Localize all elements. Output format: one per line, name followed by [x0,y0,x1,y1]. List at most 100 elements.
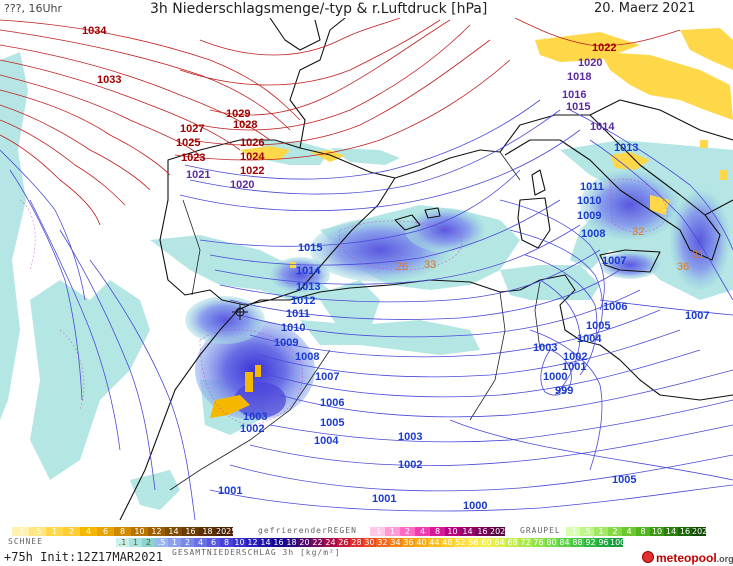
legend-swatch: 14 [165,527,182,536]
legend-swatch: 18 [199,527,216,536]
legend-swatch: 8 [114,527,131,536]
isobar-label: 1027 [180,123,205,135]
legend-swatch: 96 [597,538,610,547]
legend-swatch: 1 [168,538,181,547]
isobar-label: 1014 [590,121,615,133]
isobar-label: 1011 [580,181,604,193]
legend-swatch: 92 [584,538,597,547]
brand-name: meteopool [656,551,717,565]
precip-dashed-contours [19,178,669,426]
isobar-label: 1003 [243,411,268,423]
isobar-label: 1034 [82,25,107,37]
isobar-label: 1007 [602,255,627,267]
isobar-label: 1008 [295,351,320,363]
low-center-marker [232,304,248,320]
precip-amount-label: 31 [692,249,705,261]
legend-swatch: 30 [363,538,376,547]
legend-swatch: 2 [400,527,415,536]
isobars-high [0,18,681,226]
isobar-label: 1003 [398,431,423,443]
legend-swatch: 8 [430,527,445,536]
precip-amount-label: 32 [632,226,645,238]
legend-swatch: .1 [370,527,385,536]
legend-swatch: .5 [29,527,46,536]
legend-swatch: 10 [650,527,664,536]
legend-swatch: 8 [636,527,650,536]
legend-swatch: 52 [454,538,467,547]
legend-swatch: 6 [97,527,114,536]
legend-swatch: 1 [46,527,63,536]
coastlines [119,18,733,521]
valid-time-label: ???, 16Uhr [4,2,63,15]
map-title: 3h Niederschlagsmenge/-typ & r.Luftdruck… [150,1,488,17]
isobar-label: 1007 [315,371,340,383]
brand-ball-icon [642,551,654,563]
isobar-label: 1020 [230,179,255,191]
legend-swatch: 10 [131,527,148,536]
legend-swatch: .5 [580,527,594,536]
precip-amount-label: 26 [396,261,409,273]
isobar-label: 1003 [533,342,558,354]
isobar-label: 1007 [685,310,710,322]
isobar-label: 1001 [218,485,243,497]
isobar-label: 1000 [543,371,568,383]
precipitation-pressure-map [0,18,733,521]
forecast-init-label: +75h Init:12Z17MAR2021 [4,550,163,564]
isobar-label: 1015 [566,101,591,113]
legend-swatch: 100 [610,538,626,547]
isobar-label: 1002 [398,459,423,471]
isobar-label: 1024 [240,151,265,163]
legend-swatch: 10 [445,527,460,536]
legend-swatch: 2025+ [692,527,720,536]
legend-swatch: 60 [480,538,493,547]
legend-swatch: 2 [608,527,622,536]
legend-swatch: 16 [272,538,285,547]
legend-swatch: 40 [415,538,428,547]
legend-swatch: 12 [148,527,165,536]
legend-swatch: 76 [532,538,545,547]
precip-amount-label: 36 [677,261,690,273]
legend-swatch: 12 [246,538,259,547]
precip-heavy-areas [185,170,730,420]
legend-swatch: 14 [259,538,272,547]
legend-swatch: 4 [415,527,430,536]
graupel-label: GRAUPEL [520,526,561,535]
legend-swatch: 16 [678,527,692,536]
isobar-label: 1012 [291,295,316,307]
snow-scale: .1.5 1 2 4 6 8 10 12 14 16 18 2025+ [12,527,243,536]
isobar-label: 1005 [320,417,345,429]
total-precip-scale: .1 1 2.5 1 2 4 6 8 10 12 14 16 18 20 22 24 26 28 30 32 34 36 4… [116,538,626,547]
isobar-label: 1026 [240,137,265,149]
legend-swatch: 56 [467,538,480,547]
isobar-label: 1023 [181,152,206,164]
graupel-scale: .1.5 1 2 4 8 10 14 16 2025+ [566,527,720,536]
isobar-label: 1029 [226,108,251,120]
legend-swatch: 36 [402,538,415,547]
legend-swatch: 8 [220,538,233,547]
legend-swatch: 4 [194,538,207,547]
isobar-label: 1006 [603,301,628,313]
legend-swatch: 2025+ [490,527,518,536]
isobar-label: 1001 [372,493,397,505]
legend-swatch: 2 [63,527,80,536]
isobar-label: 1006 [320,397,345,409]
freezing-rain-label: gefrierenderREGEN [258,526,357,535]
isobar-label: 1001 [562,361,587,373]
legend-swatch: 64 [493,538,506,547]
legend-swatch: 16 [475,527,490,536]
legend-swatch: 48 [441,538,454,547]
isobar-label: 1010 [281,322,306,334]
isobar-label: 1009 [577,210,602,222]
isobar-label: 1016 [562,89,587,101]
legend-swatch: 34 [389,538,402,547]
snow-areas [210,28,733,418]
isobar-label: 999 [555,385,574,397]
isobar-label: 1013 [296,281,321,293]
isobar-label: 1002 [563,351,588,363]
legend-swatch: 1 [594,527,608,536]
isobar-label: 1028 [233,119,258,131]
snow-label: SCHNEE [8,537,43,546]
isobars-low [0,99,733,521]
isobar-label: 1021 [186,169,211,181]
